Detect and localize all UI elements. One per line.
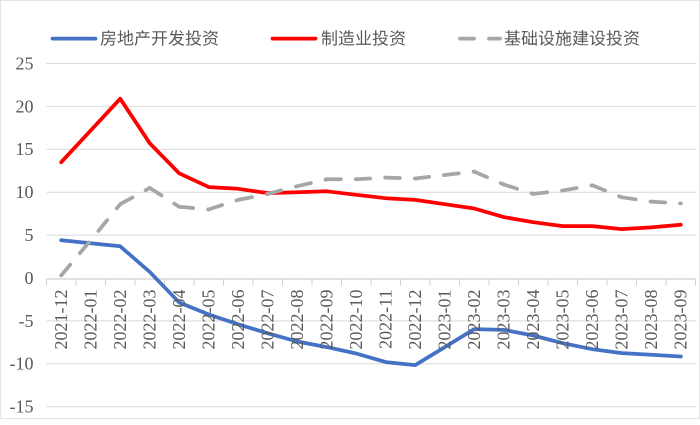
svg-text:0: 0 xyxy=(25,268,34,288)
svg-text:15: 15 xyxy=(16,139,34,159)
svg-text:2022-02: 2022-02 xyxy=(110,290,130,350)
svg-text:-5: -5 xyxy=(19,311,34,331)
svg-text:2023-01: 2023-01 xyxy=(435,290,455,350)
svg-text:2023-07: 2023-07 xyxy=(612,290,632,350)
svg-text:2022-10: 2022-10 xyxy=(346,290,366,350)
svg-text:2023-04: 2023-04 xyxy=(523,290,543,350)
svg-text:-15: -15 xyxy=(10,397,34,417)
svg-text:2022-08: 2022-08 xyxy=(287,290,307,350)
svg-text:10: 10 xyxy=(16,182,34,202)
svg-text:2023-08: 2023-08 xyxy=(641,290,661,350)
svg-text:2023-09: 2023-09 xyxy=(671,290,691,350)
svg-text:2023-06: 2023-06 xyxy=(582,290,602,350)
svg-text:2022-05: 2022-05 xyxy=(199,290,219,350)
svg-text:2022-06: 2022-06 xyxy=(228,290,248,350)
svg-text:2022-04: 2022-04 xyxy=(169,290,189,350)
svg-text:-10: -10 xyxy=(10,354,34,374)
svg-text:2022-12: 2022-12 xyxy=(405,290,425,350)
svg-text:25: 25 xyxy=(16,53,34,73)
svg-text:2023-02: 2023-02 xyxy=(464,290,484,350)
svg-text:20: 20 xyxy=(16,96,34,116)
svg-text:2022-09: 2022-09 xyxy=(317,290,337,350)
svg-text:2023-05: 2023-05 xyxy=(553,290,573,350)
svg-text:2022-03: 2022-03 xyxy=(140,290,160,350)
svg-text:2022-01: 2022-01 xyxy=(81,290,101,350)
svg-text:5: 5 xyxy=(25,225,34,245)
svg-text:2022-11: 2022-11 xyxy=(376,290,396,349)
svg-text:2021-12: 2021-12 xyxy=(51,290,71,350)
svg-text:2022-07: 2022-07 xyxy=(258,290,278,350)
svg-text:2023-03: 2023-03 xyxy=(494,290,514,350)
